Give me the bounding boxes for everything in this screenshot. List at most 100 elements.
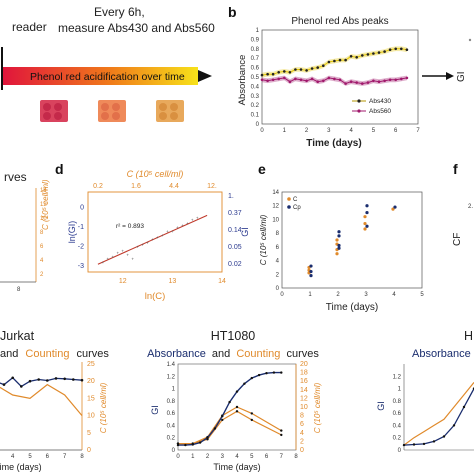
chart-b-point <box>383 50 386 53</box>
ht-ytick: 0 <box>172 448 176 454</box>
chart-e-point-c <box>363 221 367 226</box>
legend-c: C <box>293 197 298 203</box>
jurkat-gi-point <box>28 379 32 383</box>
right-partial-counting-line <box>403 382 474 446</box>
chart-b-point <box>305 69 308 72</box>
fragment-c-tick: 10 <box>40 216 47 222</box>
ht-right-tick: 18 <box>300 370 308 377</box>
protocol-caption-line2: measure Abs430 and Abs560 <box>58 21 215 35</box>
panel-e-count-chart: C (10⁵ cell/ml) Time (days) 0 1 2 3 4 5024681… <box>259 190 424 313</box>
jurkat-gi-point <box>63 377 66 381</box>
right-partial-ylabel: GI <box>376 401 386 411</box>
chart-b-xtick: 6 <box>394 128 398 134</box>
ht-xtick: 7 <box>280 454 284 460</box>
chart-d-point: + <box>102 260 105 265</box>
chart-e-point-cp <box>337 230 341 234</box>
chart-d-point: + <box>196 215 199 220</box>
chart-b-ytick: 1 <box>256 28 260 34</box>
chart-b-point <box>288 80 292 83</box>
ht-counting-point <box>250 418 253 422</box>
chart-e-ytick: 4 <box>276 259 280 265</box>
ht-right-tick: 16 <box>300 378 308 385</box>
ht-ytick: 0.2 <box>167 436 176 442</box>
fragment-c-tick: 6 <box>40 244 44 250</box>
chart-b-point <box>266 79 269 83</box>
chart-b-point <box>400 77 403 81</box>
chart-d-ytick: 0 <box>80 205 84 212</box>
chart-b-ytick: 0 <box>256 122 260 128</box>
chart-d-top-tick: 0.2 <box>93 183 103 190</box>
chart-b-point <box>322 64 325 67</box>
ht-right-axis-label: C (10⁵ cell/ml) <box>313 382 322 433</box>
chart-b-point <box>388 48 392 51</box>
ht-sub-counting: Counting <box>236 348 280 360</box>
chart-d-point: + <box>111 254 114 259</box>
right-partial-gi-point <box>432 440 436 443</box>
right-edge-dot <box>468 38 472 42</box>
ht-ytick: 0.8 <box>167 399 176 405</box>
chart-b-point <box>344 58 347 62</box>
chart-b-point <box>383 79 386 83</box>
ht-gi-point <box>228 400 231 404</box>
chart-b-point <box>305 79 308 83</box>
jurkat-subtitle: and Counting curves <box>0 348 109 360</box>
ht1080-title: HT1080 <box>211 329 256 343</box>
chart-e-point-c <box>391 207 395 211</box>
chart-d-point: + <box>186 221 189 226</box>
jurkat-title: Jurkat <box>0 329 35 343</box>
chart-d-top-tick: 1.6 <box>131 183 141 190</box>
right-fragment-gi: GI <box>456 71 467 82</box>
chart-b-xtick: 5 <box>372 128 376 134</box>
jurkat-gi-point <box>80 378 84 382</box>
ht-gi-point <box>191 443 194 446</box>
jurkat-right-tick: 15 <box>87 395 95 402</box>
chart-e-point-c <box>363 215 367 219</box>
chart-b-point <box>283 70 286 73</box>
right-partial-ytick: 0.6 <box>393 411 402 417</box>
chart-b-ytick: 0.6 <box>251 66 260 72</box>
jurkat-xlabel: Time (days) <box>0 462 42 472</box>
chart-b-point <box>277 71 281 74</box>
panel-label-b: b <box>228 4 237 20</box>
chart-b-point <box>405 48 409 51</box>
chart-e-point-cp <box>337 234 341 238</box>
chart-d-ylabel: ln(GI) <box>67 221 77 244</box>
chart-b-ytick: 0.5 <box>251 75 260 81</box>
chart-e-point-cp <box>337 246 341 250</box>
jurkat-counting-line <box>0 383 83 416</box>
chart-b-xtick: 4 <box>349 128 353 134</box>
right-partial-ytick: 1 <box>398 387 402 393</box>
chart-d-ytick: -3 <box>78 263 84 270</box>
ht-gi-point <box>257 373 261 377</box>
chart-d-right-tick: 0.05 <box>228 244 242 251</box>
jurkat-gi-point <box>2 383 6 386</box>
jurkat-right-tick: 10 <box>87 413 95 420</box>
ht-xtick: 0 <box>176 454 180 460</box>
chart-d-ytick: -1 <box>78 224 84 231</box>
chart-b-ytick: 0.1 <box>251 113 260 119</box>
panel-ht1080-chart: HT1080 Absorbance and Counting curves GI… <box>147 329 322 472</box>
chart-d-xlabel: ln(C) <box>145 291 166 302</box>
chart-e-point-c <box>335 252 339 256</box>
ht-gi-point <box>206 436 209 439</box>
panel-f-fragment: CF 2. <box>452 204 473 246</box>
ht-counting-point <box>221 418 224 422</box>
chart-b-point <box>266 72 269 76</box>
fragment-x-tick-8: 8 <box>17 287 21 293</box>
right-partial-gi-point <box>422 442 426 446</box>
chart-e-xtick: 3 <box>364 292 368 298</box>
chart-e-ylabel: C (10⁵ cell/ml) <box>259 214 268 265</box>
chart-b-point <box>344 82 347 85</box>
ht-right-tick: 8 <box>300 413 304 420</box>
panel-f-ylabel: CF <box>452 233 463 246</box>
chart-e-point-cp <box>309 264 313 268</box>
jurkat-xtick: 6 <box>46 454 50 460</box>
ht-gi-point <box>176 443 180 447</box>
ht-gi-point <box>243 382 246 385</box>
chart-b-point <box>316 80 320 83</box>
jurkat-right-tick: 20 <box>87 378 95 385</box>
chart-b-point <box>377 80 381 83</box>
ht-right-tick: 10 <box>300 404 308 411</box>
ht-gi-point <box>280 371 283 374</box>
panel-jurkat-chart: Jurkat and Counting curves C (10⁵ cell/m… <box>0 329 109 472</box>
